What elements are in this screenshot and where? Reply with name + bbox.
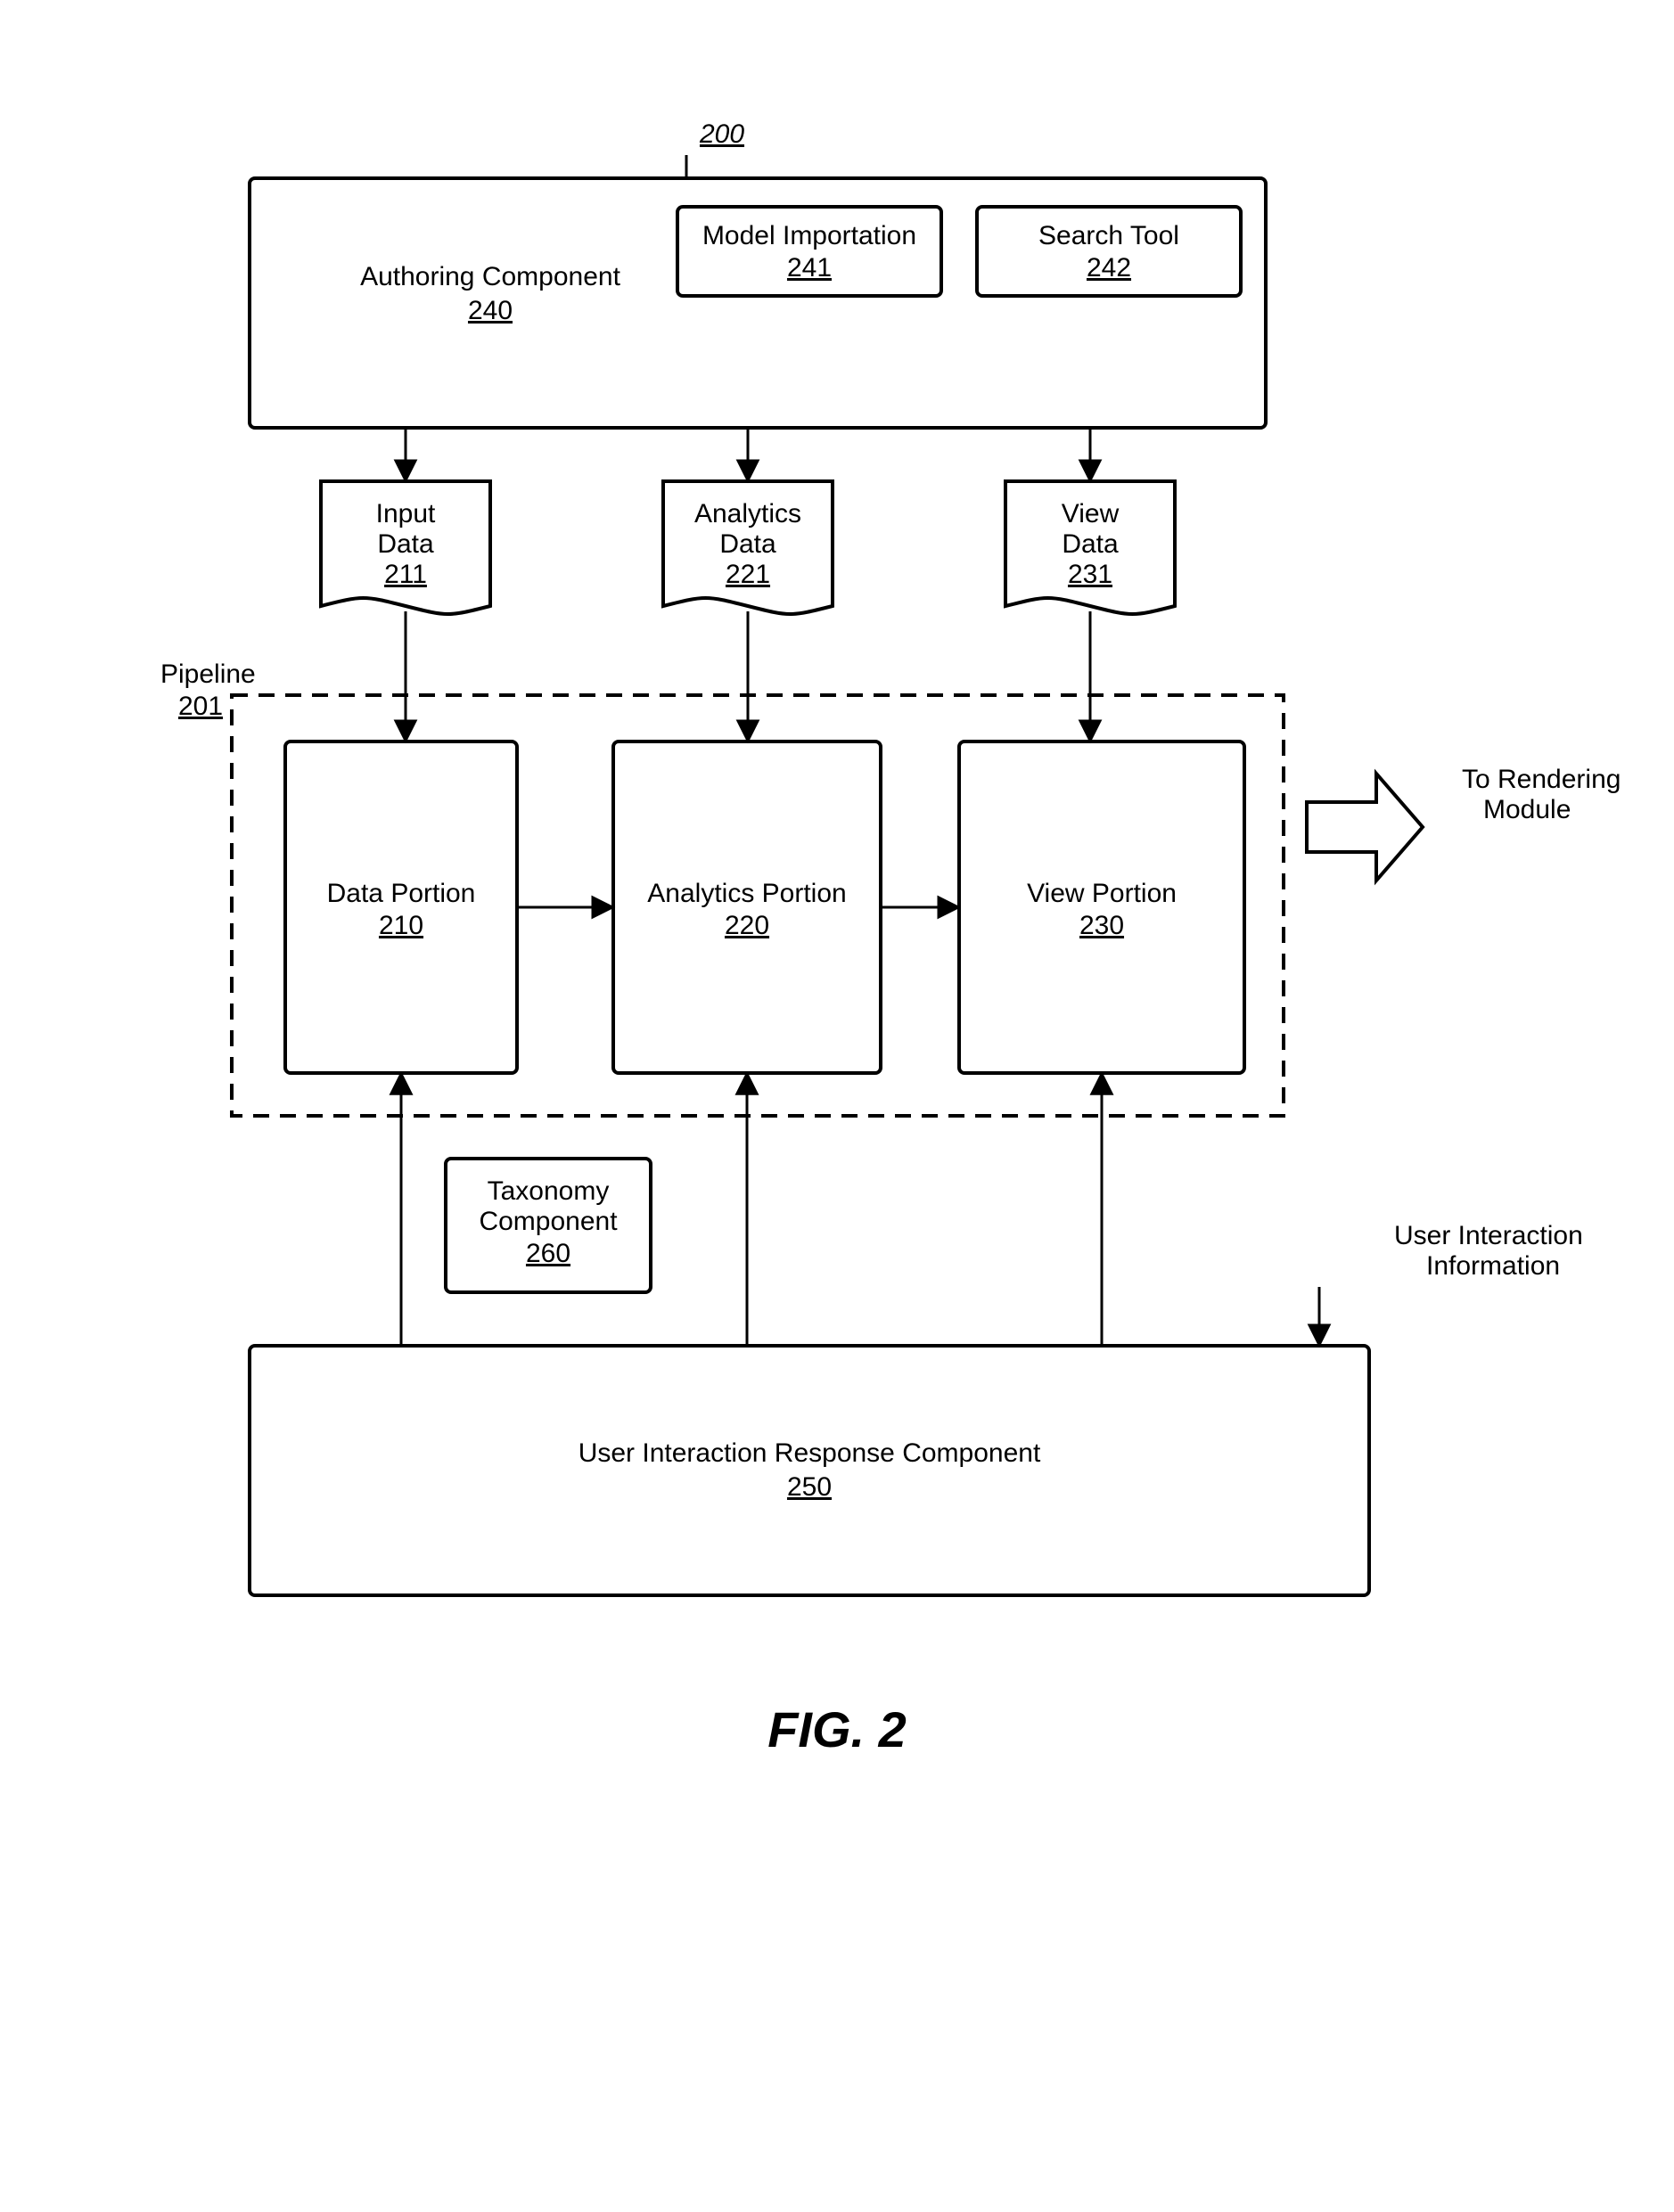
- svg-text:Analytics Portion: Analytics Portion: [647, 879, 846, 908]
- taxonomy-num: 260: [526, 1239, 570, 1268]
- search-tool-box: [977, 207, 1241, 296]
- view-data-label2: Data: [1062, 529, 1119, 559]
- authoring-num: 240: [468, 296, 513, 325]
- analytics-data-doc: AnalyticsData221: [663, 481, 833, 614]
- view-portion: View Portion 230: [959, 741, 1244, 1073]
- external-labels: To Rendering Module User Interaction Inf…: [1307, 765, 1621, 1281]
- model-importation-num: 241: [787, 253, 832, 283]
- svg-text:220: 220: [725, 911, 769, 940]
- user-interaction-response-component: User Interaction Response Component 250: [250, 1346, 1369, 1595]
- input-data-label1: Input: [376, 499, 436, 528]
- uirc-box: [250, 1346, 1369, 1595]
- svg-text:210: 210: [379, 911, 423, 940]
- uirc-label: User Interaction Response Component: [579, 1438, 1041, 1468]
- analytics-data-label2: Data: [719, 529, 776, 559]
- view-data-doc: ViewData231: [1005, 481, 1175, 614]
- view-data-num: 231: [1068, 560, 1112, 589]
- uirc-num: 250: [787, 1472, 832, 1502]
- user-info-1: User Interaction: [1394, 1221, 1583, 1250]
- taxonomy-label-1: Taxonomy: [488, 1176, 610, 1206]
- search-tool-label: Search Tool: [1038, 221, 1179, 250]
- block-arrow-icon: [1307, 774, 1423, 881]
- figure-number: 200: [699, 119, 744, 149]
- taxonomy-component: Taxonomy Component 260: [446, 1159, 651, 1292]
- model-importation-box: [677, 207, 941, 296]
- pipeline-num: 201: [178, 692, 223, 721]
- analytics-portion: Analytics Portion 220: [613, 741, 881, 1073]
- to-rendering-1: To Rendering: [1462, 765, 1621, 794]
- model-importation-label: Model Importation: [702, 221, 916, 250]
- to-rendering-2: Module: [1483, 795, 1571, 824]
- user-info-2: Information: [1426, 1251, 1560, 1281]
- svg-text:Data Portion: Data Portion: [327, 879, 476, 908]
- svg-text:View Portion: View Portion: [1027, 879, 1177, 908]
- authoring-label: Authoring Component: [360, 262, 621, 291]
- pipeline-label: Pipeline: [160, 660, 256, 689]
- authoring-component: Authoring Component 240 Model Importatio…: [250, 178, 1266, 428]
- input-data-num: 211: [384, 560, 427, 589]
- data-portion: Data Portion 210: [285, 741, 517, 1073]
- input-data-doc: InputData211: [321, 481, 490, 614]
- analytics-data-num: 221: [726, 560, 770, 589]
- taxonomy-label-2: Component: [479, 1207, 618, 1236]
- diagram-canvas: 200 Authoring Component 240 Model Import…: [0, 0, 1674, 2212]
- view-data-label1: View: [1062, 499, 1120, 528]
- svg-text:230: 230: [1079, 911, 1124, 940]
- search-tool-num: 242: [1087, 253, 1131, 283]
- figure-label: FIG. 2: [767, 1701, 907, 1757]
- input-data-label2: Data: [377, 529, 434, 559]
- analytics-data-label1: Analytics: [694, 499, 801, 528]
